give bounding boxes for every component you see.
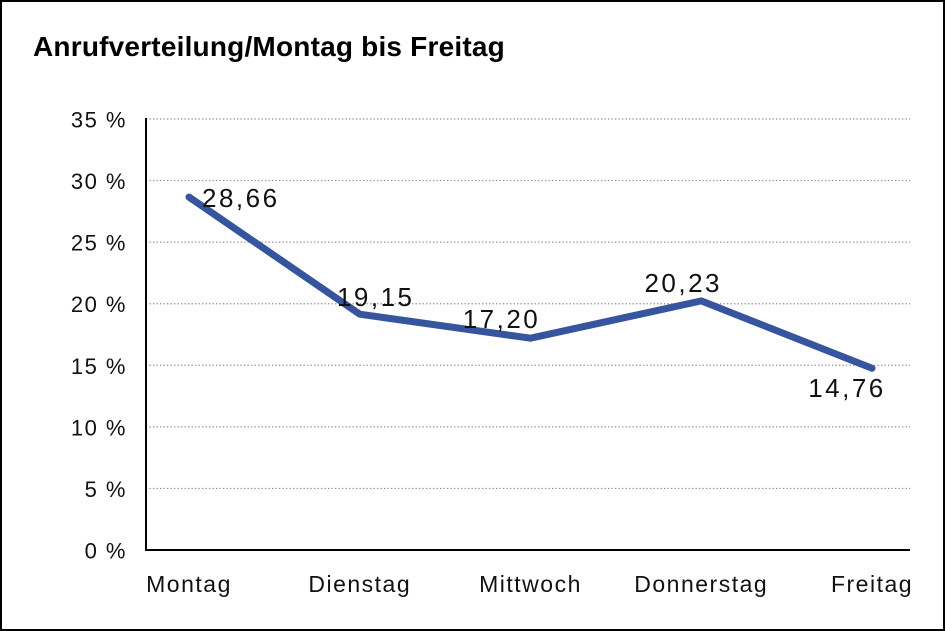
data-label: 20,23 (644, 268, 722, 298)
chart-title: Anrufverteilung/Montag bis Freitag (33, 31, 505, 62)
x-tick-label: Montag (146, 571, 232, 597)
x-tick-label: Donnerstag (634, 571, 768, 597)
x-tick-label: Freitag (831, 571, 913, 597)
y-tick-label: 0 % (85, 539, 127, 564)
series-line (185, 193, 876, 372)
data-label: 28,66 (202, 183, 280, 213)
y-tick-label: 5 % (85, 477, 127, 502)
y-tick-label: 10 % (71, 415, 127, 440)
x-tick-label: Dienstag (308, 571, 411, 597)
y-tick-label: 20 % (71, 292, 127, 317)
data-label: 14,76 (808, 373, 886, 403)
data-label: 17,20 (463, 304, 541, 334)
y-tick-label: 35 % (71, 108, 127, 133)
data-label: 19,15 (337, 282, 415, 312)
x-tick-label: Mittwoch (479, 571, 582, 597)
y-tick-label: 15 % (71, 354, 127, 379)
y-tick-label: 25 % (71, 231, 127, 256)
y-tick-label: 30 % (71, 169, 127, 194)
